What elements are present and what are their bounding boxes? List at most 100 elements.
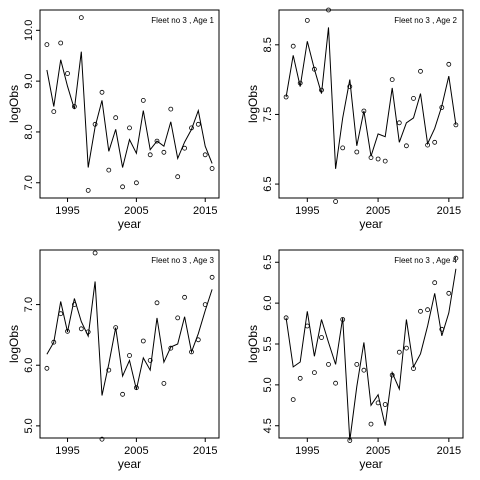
observation-point [168,106,174,112]
plot-frame [39,9,220,199]
observation-point [432,139,438,145]
y-tick-label: 7.5 [262,107,274,122]
observation-point [375,156,381,162]
observation-point [347,84,353,89]
y-ticks: 4.5 5.0 5.5 6.0 6.5 [262,255,279,433]
x-axis-label: year [359,457,382,471]
observation-point [333,380,339,386]
x-tick-label: 2005 [124,445,148,457]
y-tick-label: 4.5 [262,418,274,433]
plot-frame [39,249,220,439]
observation-point [140,338,146,344]
panel-title: Fleet no 3 , Age 3 [151,256,214,265]
observation-point [354,149,360,155]
observation-point [127,353,132,358]
observation-point [396,120,402,126]
x-axis-label: year [118,457,141,471]
x-tick-label: 2005 [366,445,390,457]
y-ticks: 7.0 8.0 9.0 10.0 [23,20,40,190]
plot-frame [278,9,464,199]
observation-point [297,375,303,381]
observation-point [432,280,438,286]
observation-point [161,149,167,155]
x-tick-label: 2015 [437,445,461,457]
observation-point [51,109,57,114]
observation-point [78,15,84,21]
observation-point [319,335,324,340]
observation-point [182,145,188,151]
observation-point [361,367,367,373]
observation-point [453,255,459,261]
y-tick-label: 5.5 [262,336,274,351]
x-tick-label: 1995 [55,205,79,217]
observation-point [133,180,139,186]
observation-point [340,145,346,151]
y-axis-label: logObs [7,325,21,363]
y-tick-label: 8.0 [23,124,35,139]
panel-title: Fleet no 3 , Age 4 [394,256,457,265]
observation-point [182,294,188,300]
observation-point [154,300,160,306]
x-tick-label: 1995 [295,445,319,457]
observation-point [140,98,146,103]
observation-point [92,250,98,256]
observation-point [411,96,416,101]
y-axis-label: logObs [246,325,260,363]
y-tick-label: 7.0 [23,297,35,312]
observation-point [65,71,70,76]
observation-point [425,307,431,313]
y-axis-label: logObs [7,85,21,123]
observation-point [290,397,296,403]
panel-age-3: Fleet no 3 , Age 3 year logObs 1995 2005 2… [7,249,220,471]
observation-point [99,436,105,442]
observation-point [120,391,125,397]
observation-point [333,199,339,204]
y-tick-label: 7.0 [23,175,35,190]
panel-age-2: Fleet no 3 , Age 2 year logObs 1995 2005 2… [246,7,464,231]
observation-point [44,42,50,47]
x-tick-label: 2005 [124,205,148,217]
observation-point [154,138,160,144]
y-tick-label: 6.5 [262,255,274,270]
x-axis-label: year [118,217,141,231]
observation-point [202,152,208,158]
observation-point [168,345,174,351]
y-axis-label: logObs [246,85,260,123]
x-tick-label: 2015 [193,205,217,217]
observation-point [418,68,423,74]
observation-point [175,174,181,180]
observation-point [446,61,452,67]
fitted-line [285,268,457,441]
observation-point [99,89,105,95]
observation-point [106,167,112,173]
observation-point [326,7,331,13]
x-tick-label: 2015 [193,445,217,457]
observation-point [44,365,50,371]
observation-point [120,184,125,190]
panel-title: Fleet no 3 , Age 1 [151,16,214,25]
series-layer [283,255,459,443]
observation-point [396,349,402,355]
observation-point [368,421,374,427]
y-ticks: 6.5 7.5 8.5 [262,37,279,192]
x-tick-label: 1995 [295,205,319,217]
series-layer [283,7,459,204]
x-tick-label: 2015 [437,205,461,217]
observation-point [58,40,64,46]
y-tick-label: 9.0 [23,73,35,88]
y-tick-label: 6.5 [262,176,274,191]
x-tick-label: 2005 [366,205,390,217]
x-tick-label: 1995 [55,445,79,457]
observation-point [311,370,317,376]
y-tick-label: 8.5 [262,37,274,52]
y-tick-label: 5.0 [23,418,35,433]
observation-point [161,380,167,386]
observation-point [65,328,70,334]
observation-point [418,308,423,314]
fitted-line [285,27,457,169]
y-tick-label: 5.0 [262,377,274,392]
fitted-line [46,51,213,168]
fitted-line [46,281,213,396]
observation-point [446,290,452,296]
